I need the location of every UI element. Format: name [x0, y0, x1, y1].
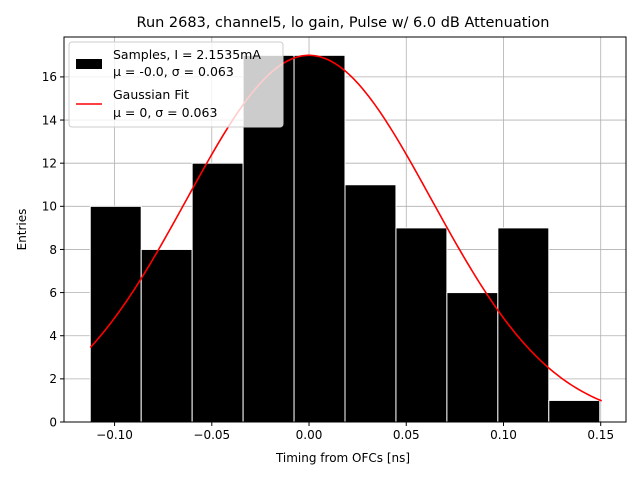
x-axis-label: Timing from OFCs [ns] [275, 451, 410, 465]
y-tick-label: 14 [42, 113, 57, 127]
chart-title: Run 2683, channel5, lo gain, Pulse w/ 6.… [137, 15, 550, 31]
plot-frame [63, 36, 627, 423]
histogram-bar [89, 205, 142, 423]
x-tick-label: 0.10 [490, 428, 517, 442]
x-axis-ticks: −0.10 −0.05 0.00 0.05 0.10 0.15 [96, 422, 614, 442]
y-tick-label: 8 [49, 243, 57, 257]
legend-samples-stats: μ = -0.0, σ = 0.063 [113, 64, 234, 79]
y-tick-label: 6 [49, 286, 57, 300]
gaussian-fit [89, 54, 602, 402]
legend-box [68, 41, 284, 128]
y-tick-label: 16 [42, 70, 57, 84]
x-tick-label: 0.05 [393, 428, 420, 442]
histogram-bar [395, 227, 448, 423]
legend-samples-swatch [76, 59, 102, 69]
x-tick-label: −0.05 [193, 428, 230, 442]
y-tick-label: 2 [49, 372, 57, 386]
legend-fit-stats: μ = 0, σ = 0.063 [113, 105, 217, 120]
legend: Samples, I = 2.1535mA μ = -0.0, σ = 0.06… [68, 41, 284, 128]
legend-samples-label: Samples, I = 2.1535mA [113, 47, 261, 62]
y-axis-ticks: 0 2 4 6 8 10 12 14 16 [42, 70, 64, 429]
histogram-bar [446, 292, 499, 423]
histogram-bar [548, 399, 601, 423]
x-tick-label: 0.15 [587, 428, 614, 442]
histogram-bar [344, 184, 397, 423]
histogram-bar [140, 248, 193, 423]
histogram-bars [89, 54, 601, 423]
histogram-bar [191, 162, 244, 423]
y-tick-label: 4 [49, 329, 57, 343]
y-tick-label: 10 [42, 200, 57, 214]
y-axis-label: Entries [15, 209, 29, 251]
gaussian-fit-line [89, 54, 602, 402]
histogram-bar [293, 54, 346, 423]
legend-fit-label: Gaussian Fit [113, 87, 189, 102]
histogram-bar [497, 227, 550, 423]
y-tick-label: 0 [49, 415, 57, 429]
x-tick-label: −0.10 [96, 428, 133, 442]
x-tick-label: 0.00 [296, 428, 323, 442]
y-tick-label: 12 [42, 156, 57, 170]
